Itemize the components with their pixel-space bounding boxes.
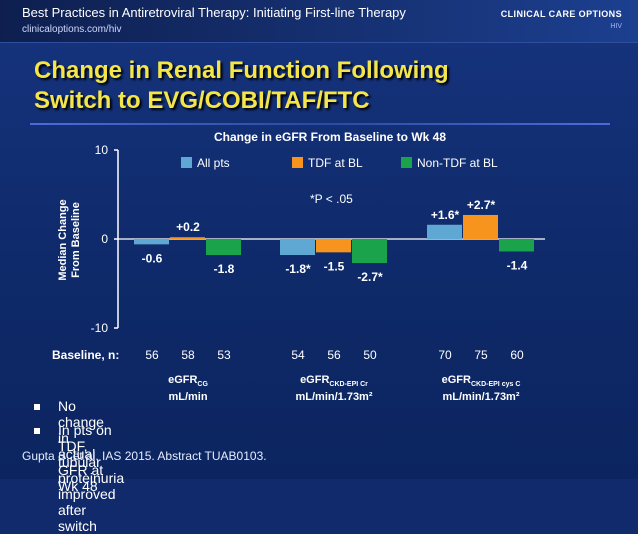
slide-title: Change in Renal Function Following Switc… — [34, 56, 449, 116]
slide-title-line1: Change in Renal Function Following — [34, 57, 449, 84]
group-unit-label: mL/min/1.73m² — [295, 391, 372, 403]
legend-label: TDF at BL — [308, 156, 363, 170]
baseline-n: 70 — [438, 348, 452, 362]
group-unit-label: mL/min — [168, 391, 207, 403]
bar-value-label: +2.7* — [467, 198, 496, 212]
legend-label: All pts — [197, 156, 230, 170]
logo-subtext: HIV — [610, 23, 622, 30]
logo: CLINICAL CARE OPTIONS HIV — [501, 6, 622, 34]
legend-label: Non-TDF at BL — [417, 156, 498, 170]
y-tick-label: 0 — [101, 232, 108, 246]
bar-value-label: -1.5 — [324, 259, 345, 273]
bar-value-label: -1.8 — [214, 262, 235, 276]
baseline-n: 58 — [181, 348, 195, 362]
bar — [280, 239, 315, 256]
title-divider — [30, 123, 610, 125]
baseline-n: 56 — [327, 348, 341, 362]
baseline-n: 54 — [291, 348, 305, 362]
logo-text: CLINICAL CARE OPTIONS — [500, 9, 622, 19]
bullet-marker-icon — [34, 428, 40, 434]
legend-swatch — [292, 157, 303, 168]
bar — [170, 237, 205, 239]
header-link[interactable]: clinicaloptions.com/hiv — [22, 24, 122, 35]
bar — [499, 239, 534, 252]
group-unit-label: mL/min/1.73m² — [442, 391, 519, 403]
baseline-n: 75 — [474, 348, 488, 362]
group-label: eGFRCKD-EPI Cr — [300, 374, 368, 388]
baseline-n: 50 — [363, 348, 377, 362]
chart-footnote: *P < .05 — [310, 192, 353, 206]
chart-title: Change in eGFR From Baseline to Wk 48 — [214, 130, 446, 144]
bullet-marker-icon — [34, 404, 40, 410]
y-tick-label: 10 — [95, 143, 109, 157]
bar — [206, 239, 241, 256]
header-title: Best Practices in Antiretroviral Therapy… — [22, 5, 406, 20]
bar — [316, 239, 351, 253]
baseline-label: Baseline, n: — [52, 348, 119, 362]
bar — [134, 239, 169, 245]
baseline-n: 53 — [217, 348, 231, 362]
legend-swatch — [401, 157, 412, 168]
bar — [352, 239, 387, 264]
bar-value-label: -1.8* — [285, 262, 311, 276]
y-tick-label: -10 — [91, 321, 109, 335]
y-axis-label: Median Change — [57, 199, 69, 280]
group-label: eGFRCG — [168, 374, 208, 388]
group-label: eGFRCKD-EPI cys C — [442, 374, 521, 388]
baseline-n: 60 — [510, 348, 524, 362]
bullet-text: In pts on TDF, tubular proteinuria impro… — [58, 422, 125, 534]
legend-swatch — [181, 157, 192, 168]
bar — [427, 224, 462, 239]
bar-value-label: -1.4 — [507, 258, 528, 272]
bar-value-label: +1.6* — [431, 208, 460, 222]
egfr-bar-chart: Change in eGFR From Baseline to Wk 48 All… — [52, 130, 545, 403]
header-bar: Best Practices in Antiretroviral Therapy… — [0, 0, 638, 43]
bar-value-label: -0.6 — [142, 251, 163, 265]
y-axis-label: From Baseline — [70, 202, 82, 278]
baseline-n: 56 — [145, 348, 159, 362]
slide-title-line2: Switch to EVG/COBI/TAF/FTC — [34, 87, 370, 114]
citation: Gupta S, et al. IAS 2015. Abstract TUAB0… — [22, 449, 267, 463]
bar — [463, 214, 498, 239]
bar-value-label: +0.2 — [176, 220, 200, 234]
bar-value-label: -2.7* — [357, 270, 383, 284]
